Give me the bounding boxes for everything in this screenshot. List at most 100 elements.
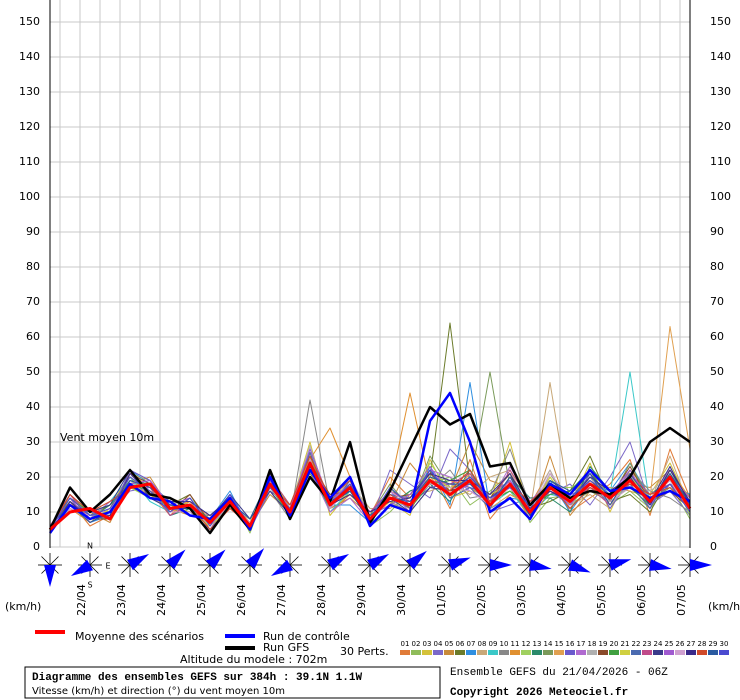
compass-label: E [105,562,110,571]
y-tick-label: 70 [26,295,40,308]
legend-swatch [455,650,465,655]
legend-label: 20 [610,640,619,648]
legend-swatch [433,650,443,655]
legend-label: 30 [720,640,729,648]
legend-label: 18 [588,640,597,648]
wind-direction [406,550,427,570]
footer-title: Diagramme des ensembles GEFS sur 384h : … [32,672,362,684]
x-tick-label: 04/05 [555,584,568,616]
x-tick-label: 26/04 [235,584,248,616]
compass-label: S [87,581,92,590]
y-tick-label: 50 [710,365,724,378]
compass-ray [41,556,51,566]
y-tick-label: 110 [19,155,40,168]
series-line [48,405,691,535]
wind-direction [205,549,226,570]
compass-ray [601,556,611,566]
y-tick-label: 10 [26,505,40,518]
compass-ray [161,564,171,574]
wind-direction [127,554,150,571]
compass-ray [401,564,411,574]
x-tick-label: 06/05 [635,584,648,616]
compass-ray [361,564,371,574]
compass-ray [321,556,331,566]
x-tick-label: 02/05 [475,584,488,616]
annotation: Vent moyen 10m [60,431,154,444]
y-tick-label: 50 [26,365,40,378]
legend-label: 13 [533,640,542,648]
x-tick-label: 30/04 [395,584,408,616]
legend-swatch [499,650,509,655]
y-tick-label: 140 [19,50,40,63]
y-tick-label: 110 [710,155,731,168]
x-tick-label: 24/04 [155,584,168,616]
compass-ray [49,556,59,566]
legend-swatch [521,650,531,655]
legend-swatch [719,650,729,655]
y-tick-label: 130 [710,85,731,98]
wind-direction [245,548,265,569]
compass-ray [441,564,451,574]
compass-ray [289,564,299,574]
y-tick-label: 150 [710,15,731,28]
legend-swatch [631,650,641,655]
y-tick-label: 80 [26,260,40,273]
compass-ray [641,564,651,574]
x-tick-label: 07/05 [675,584,688,616]
y-tick-label: 60 [710,330,724,343]
legend-label: 16 [566,640,575,648]
legend-label: 08 [478,640,487,648]
y-unit: (km/h) [5,600,41,613]
compass-ray [201,564,211,574]
legend-label: 25 [665,640,674,648]
y-tick-label: 40 [710,400,724,413]
legend-swatch [598,650,608,655]
y-tick-label: 0 [710,540,717,553]
legend-label: 05 [445,640,454,648]
y-tick-label: 100 [19,190,40,203]
legend-label: 28 [698,640,707,648]
y-tick-label: 80 [710,260,724,273]
x-tick-label: 29/04 [355,584,368,616]
x-tick-label: 03/05 [515,584,528,616]
x-tick-label: 28/04 [315,584,328,616]
wind-direction [567,559,591,573]
footer-subtitle: Vitesse (km/h) et direction (°) du vent … [32,686,285,697]
wind-direction [70,559,93,576]
x-tick-label: 27/04 [275,584,288,616]
compass-ray [641,556,651,566]
compass-ray [241,564,251,574]
x-tick-label: 22/04 [75,584,88,616]
compass-ray [121,556,131,566]
compass-ray [201,556,211,566]
compass-ray [561,556,571,566]
legend-swatch [565,650,575,655]
footer-box [24,666,441,699]
compass-ray [561,564,571,574]
wind-direction [327,554,350,571]
compass-ray [481,556,491,566]
compass-ray [289,556,299,566]
legend-label: 14 [544,640,553,648]
legend-swatch [620,650,630,655]
legend-label: 19 [599,640,608,648]
compass-ray [681,564,691,574]
wind-direction [270,559,293,576]
x-tick-label: 05/05 [595,584,608,616]
y-tick-label: 70 [710,295,724,308]
series-line [48,391,691,534]
compass-ray [89,564,99,574]
compass-ray [481,564,491,574]
legend-label: 10 [500,640,509,648]
legend-swatch [686,650,696,655]
y-tick-label: 140 [710,50,731,63]
compass-ray [401,556,411,566]
y-tick-label: 30 [710,435,724,448]
legend-label: 30 Perts. [340,645,389,658]
run-info: Ensemble GEFS du 21/04/2026 - 06Z [450,667,668,679]
y-tick-label: 40 [26,400,40,413]
legend-swatch [532,650,542,655]
y-tick-label: 0 [33,540,40,553]
compass-ray [521,564,531,574]
